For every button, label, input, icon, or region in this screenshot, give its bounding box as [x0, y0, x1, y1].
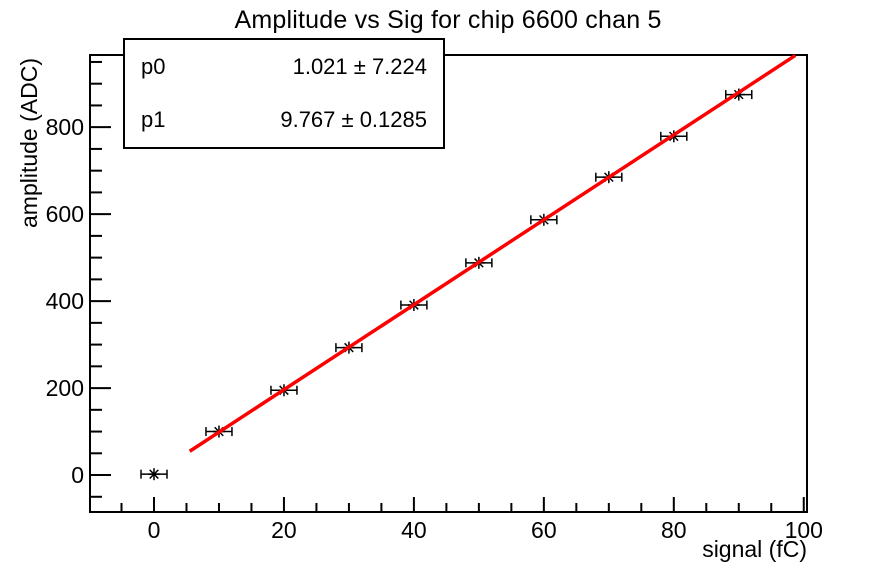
x-axis-title: signal (fC) [702, 536, 807, 562]
x-tick-label: 100 [785, 517, 823, 543]
plot-frame [89, 54, 808, 513]
y-axis-title: amplitude (ADC) [16, 58, 42, 228]
y-tick-label: 600 [46, 201, 84, 227]
x-axis-ticks: 0 20 40 60 80 100 [120, 497, 823, 543]
x-tick-label: 20 [271, 517, 297, 543]
param-name: p0 [141, 53, 166, 79]
x-tick-label: 40 [401, 517, 427, 543]
data-point-marker [149, 469, 159, 480]
data-point [140, 468, 168, 481]
stats-row-p0: p0 1.021 ± 7.224 [125, 54, 443, 80]
fit-line [188, 53, 797, 453]
y-tick-label: 0 [71, 462, 84, 488]
param-value: 1.021 ± 7.224 [292, 53, 427, 79]
x-tick-label: 0 [148, 517, 161, 543]
x-tick-label: 60 [531, 517, 557, 543]
y-tick-label: 200 [46, 375, 84, 401]
y-tick-label: 800 [46, 114, 84, 140]
param-value: 9.767 ± 0.1285 [280, 107, 427, 133]
stats-row-p1: p1 9.767 ± 0.1285 [125, 107, 443, 133]
chart-title: Amplitude vs Sig for chip 6600 chan 5 [234, 6, 662, 34]
param-name: p1 [141, 107, 166, 133]
fit-stats-box: p0 1.021 ± 7.224 p1 9.767 ± 0.1285 [123, 38, 445, 149]
y-axis-ticks: 0 200 400 600 800 [46, 60, 111, 498]
x-tick-label: 80 [661, 517, 687, 543]
y-tick-label: 400 [46, 288, 84, 314]
